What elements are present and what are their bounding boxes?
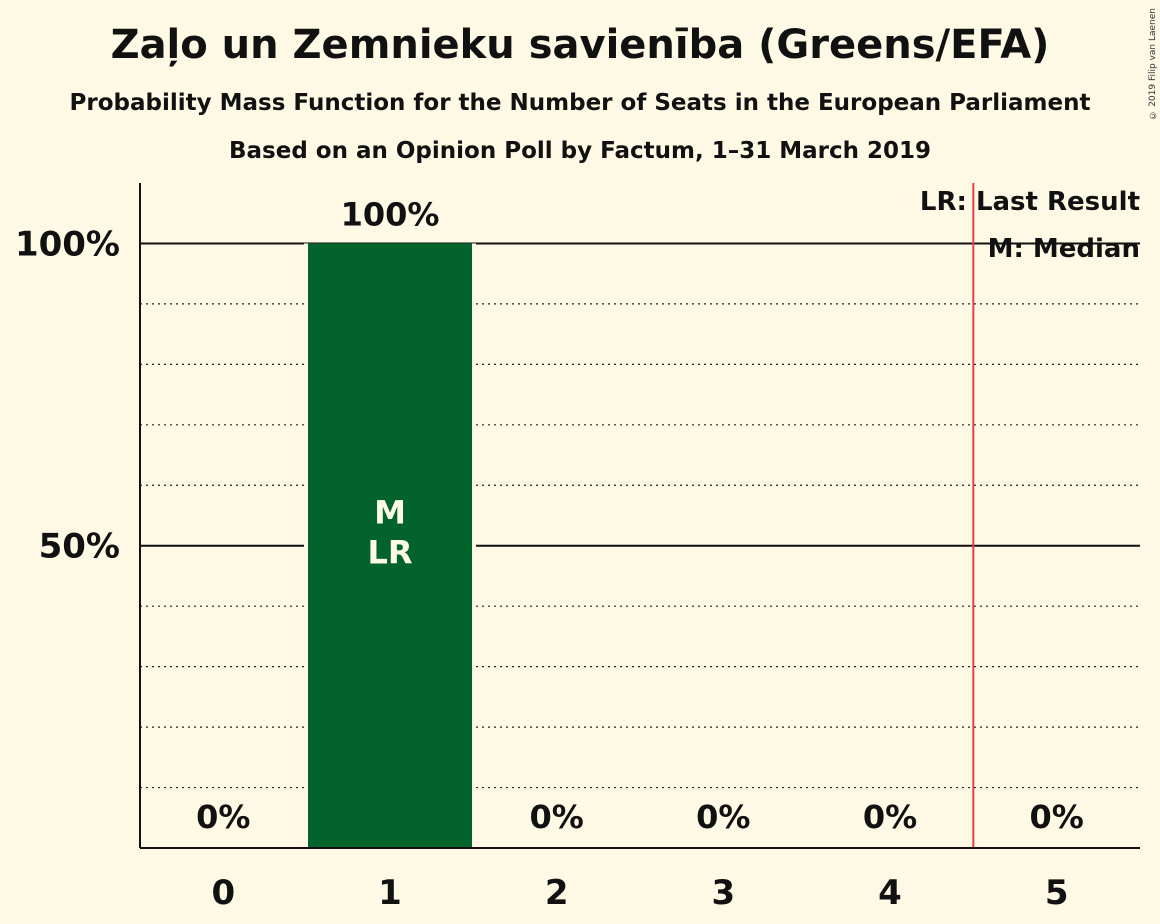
legend-median: M: Median [988, 234, 1140, 264]
x-tick-label: 3 [711, 873, 735, 913]
x-tick-label: 2 [545, 873, 569, 913]
bar-value-label: 0% [1030, 798, 1084, 836]
legend-last-result: LR: Last Result [920, 187, 1140, 217]
median-marker: M [374, 494, 406, 532]
x-tick-label: 5 [1045, 873, 1069, 913]
chart-title: Zaļo un Zemnieku savienība (Greens/EFA) [110, 22, 1050, 68]
y-tick-label: 50% [39, 527, 120, 567]
x-tick-label: 0 [211, 873, 235, 913]
chart-subtitle: Probability Mass Function for the Number… [69, 90, 1091, 116]
bar-value-label: 0% [196, 798, 250, 836]
x-tick-label: 4 [878, 873, 902, 913]
last-result-marker: LR [367, 534, 412, 572]
bar-value-label: 0% [863, 798, 917, 836]
x-tick-label: 1 [378, 873, 402, 913]
bar-value-label: 0% [696, 798, 750, 836]
chart-source: Based on an Opinion Poll by Factum, 1–31… [228, 138, 932, 164]
y-tick-label: 100% [15, 224, 120, 264]
bar-value-label: 0% [530, 798, 584, 836]
bar-value-label: 100% [341, 195, 440, 233]
bar [308, 243, 472, 849]
